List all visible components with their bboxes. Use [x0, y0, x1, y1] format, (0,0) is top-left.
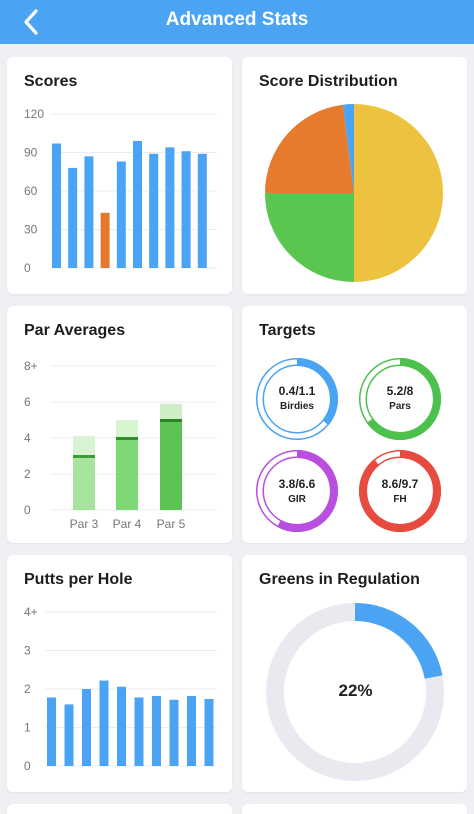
par-category-label: Par 3: [70, 517, 99, 531]
par-tick-label: 6: [24, 395, 31, 409]
target-ring-progress: [359, 358, 441, 440]
target-fh-name: FH: [393, 494, 407, 505]
par-category-label: Par 5: [157, 517, 186, 531]
scores-tick-label: 30: [24, 223, 38, 237]
par-tick-label: 2: [24, 467, 31, 481]
scores-bar: [100, 212, 110, 268]
target-gir-name: GIR: [288, 494, 306, 505]
putts-bar: [82, 689, 91, 766]
par-average-bar: [160, 420, 182, 510]
par-category-label: Par 4: [113, 517, 142, 531]
greens-in-regulation-donut: [266, 603, 444, 781]
par-averages-card[interactable]: Par Averages 0 2 4 6 8+ Par 3 Par 4 Par 5: [7, 306, 232, 543]
header-bar: Advanced Stats: [0, 0, 474, 44]
putts-bar: [64, 704, 74, 766]
scores-bar: [68, 167, 78, 268]
target-ring-progress: [359, 450, 441, 532]
target-gir-label: 3.8/6.6 GIR: [257, 477, 337, 505]
par-average-marker: [160, 419, 182, 422]
scores-title: Scores: [24, 73, 78, 90]
putts-bar: [134, 697, 144, 766]
par-averages-title: Par Averages: [24, 322, 126, 339]
distribution-slice: [265, 104, 354, 193]
putts-tick-label: 4+: [24, 605, 38, 619]
target-ring-progress: [256, 358, 338, 440]
par-average-marker: [73, 455, 95, 458]
scores-bar: [181, 151, 191, 268]
putts-per-hole-card[interactable]: Putts per Hole 0 1 2 3 4+: [7, 555, 232, 792]
par-target-bar: [73, 436, 95, 456]
greens-in-regulation-title: Greens in Regulation: [259, 571, 420, 588]
putts-bar: [117, 686, 126, 766]
score-distribution-title: Score Distribution: [259, 73, 398, 90]
putts-tick-label: 2: [24, 682, 31, 696]
putts-tick-label: 1: [24, 721, 31, 735]
par-average-bar: [73, 456, 95, 510]
putts-bar: [169, 699, 179, 766]
scores-chart: 0 30 60 90 120: [24, 107, 217, 275]
scores-card[interactable]: Scores 0 30 60 90 120: [7, 57, 232, 294]
putts-bar: [204, 699, 214, 766]
target-birdies-name: Birdies: [280, 401, 314, 412]
par-tick-label: 8+: [24, 359, 38, 373]
score-distribution-pie: [265, 104, 443, 282]
scores-bar: [197, 153, 207, 268]
scores-tick-label: 60: [24, 184, 38, 198]
page-title: Advanced Stats: [165, 9, 309, 30]
par-tick-label: 0: [24, 503, 31, 517]
target-ring-progress: [256, 450, 338, 532]
target-fh-value: 8.6/9.7: [381, 477, 419, 491]
targets-card[interactable]: Targets 0.4/1.1 Birdies 5.2/8 Pars 3.8/6…: [242, 306, 467, 543]
greens-in-regulation-percent: 22%: [338, 681, 373, 700]
scores-bar: [84, 156, 94, 268]
next-card-right[interactable]: [242, 804, 467, 814]
next-card-left[interactable]: [7, 804, 232, 814]
putts-bar: [187, 695, 196, 766]
putts-tick-label: 3: [24, 644, 31, 658]
par-target-bar: [116, 420, 138, 438]
par-tick-label: 4: [24, 431, 31, 445]
back-arrow-icon[interactable]: [18, 7, 46, 37]
target-birdies-label: 0.4/1.1 Birdies: [257, 384, 337, 412]
scores-tick-label: 90: [24, 146, 38, 160]
scores-bar: [149, 153, 159, 268]
putts-bar: [47, 697, 56, 766]
distribution-slice: [265, 193, 354, 282]
target-fh-label: 8.6/9.7 FH: [360, 477, 440, 505]
distribution-slice: [354, 104, 443, 282]
target-gir-value: 3.8/6.6: [278, 477, 316, 491]
scores-bar: [133, 140, 142, 268]
scores-tick-label: 120: [24, 107, 44, 121]
putts-tick-label: 0: [24, 759, 31, 773]
scores-tick-label: 0: [24, 261, 31, 275]
target-pars-name: Pars: [389, 401, 411, 412]
target-pars-label: 5.2/8 Pars: [360, 384, 440, 412]
targets-title: Targets: [259, 322, 316, 339]
par-averages-chart: 0 2 4 6 8+ Par 3 Par 4 Par 5: [24, 359, 217, 531]
target-birdies-value: 0.4/1.1: [278, 384, 316, 398]
putts-bar: [99, 680, 109, 766]
par-target-bar: [160, 403, 182, 420]
putts-per-hole-title: Putts per Hole: [24, 571, 133, 588]
targets-rings: [256, 358, 441, 532]
putts-bar: [152, 695, 161, 766]
putts-per-hole-chart: 0 1 2 3 4+: [24, 605, 217, 773]
target-pars-value: 5.2/8: [386, 384, 414, 398]
gir-ring-progress: [266, 603, 444, 781]
scores-bar: [52, 143, 61, 268]
score-distribution-card[interactable]: Score Distribution: [242, 57, 467, 294]
scores-bar: [116, 161, 126, 268]
par-average-bar: [116, 438, 138, 510]
scores-bar: [165, 147, 175, 268]
distribution-slice: [342, 104, 354, 193]
greens-in-regulation-card[interactable]: Greens in Regulation 22%: [242, 555, 467, 792]
par-average-marker: [116, 437, 138, 440]
